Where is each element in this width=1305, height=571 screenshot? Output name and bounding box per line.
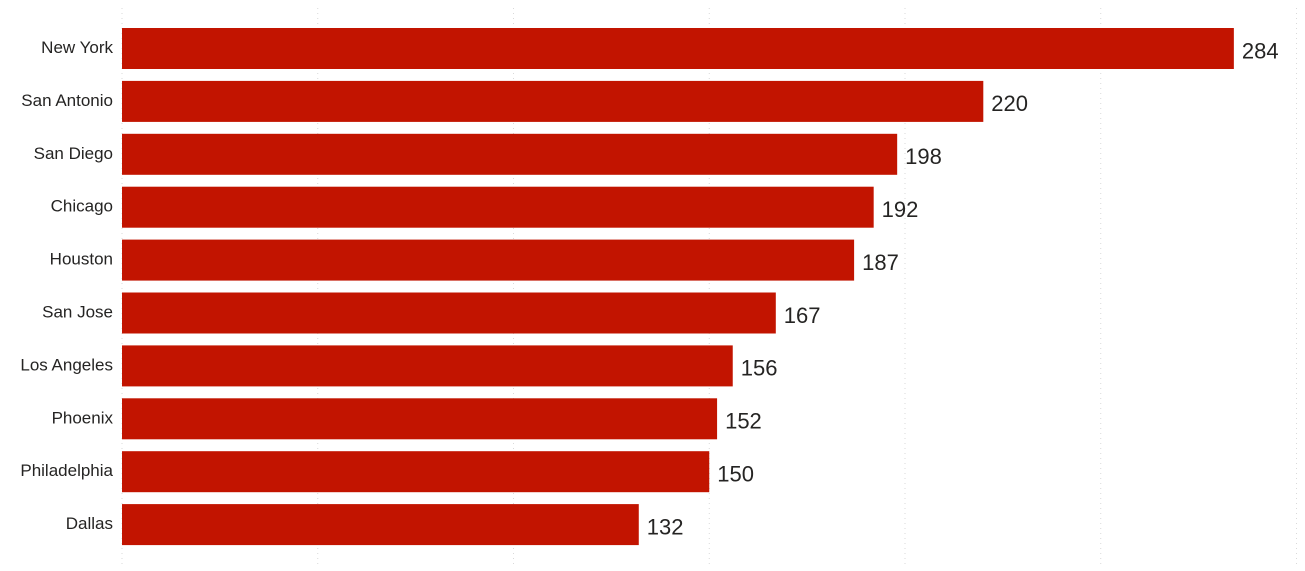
data-label: 150 xyxy=(717,462,754,487)
bar[interactable] xyxy=(122,345,733,387)
category-label: Los Angeles xyxy=(20,355,113,374)
data-label: 156 xyxy=(741,356,778,381)
bar[interactable] xyxy=(122,28,1234,69)
category-label: New York xyxy=(41,38,113,57)
value-labels: 284 220 198 192 187 167 156 152 150 132 xyxy=(647,38,1279,539)
bar[interactable] xyxy=(122,292,776,334)
data-label: 192 xyxy=(882,197,919,222)
category-label: Chicago xyxy=(51,197,113,216)
data-label: 198 xyxy=(905,144,942,169)
bar[interactable] xyxy=(122,398,718,440)
data-label: 220 xyxy=(991,91,1028,116)
bar[interactable] xyxy=(122,186,874,228)
category-labels: New York San Antonio San Diego Chicago Houst… xyxy=(20,38,113,533)
category-label: Phoenix xyxy=(52,408,114,427)
data-label: 167 xyxy=(784,303,821,328)
category-label: San Diego xyxy=(34,144,113,163)
data-label: 284 xyxy=(1242,38,1279,63)
category-label: Dallas xyxy=(66,514,113,533)
data-label: 187 xyxy=(862,250,899,275)
category-label: San Jose xyxy=(42,302,113,321)
category-label: Philadelphia xyxy=(20,461,113,480)
data-label: 152 xyxy=(725,409,762,434)
bar[interactable] xyxy=(122,504,639,546)
category-label: Houston xyxy=(50,250,113,269)
data-label: 132 xyxy=(647,514,684,539)
category-label: San Antonio xyxy=(21,91,113,110)
bar[interactable] xyxy=(122,451,710,493)
bars xyxy=(122,28,1234,546)
bar[interactable] xyxy=(122,133,898,175)
bar[interactable] xyxy=(122,80,984,122)
bar[interactable] xyxy=(122,239,855,281)
